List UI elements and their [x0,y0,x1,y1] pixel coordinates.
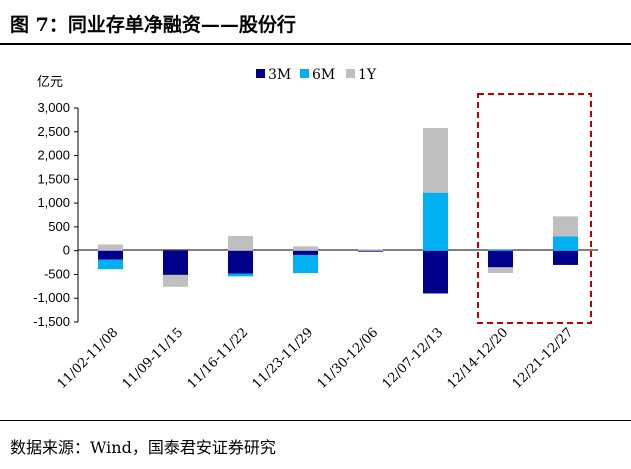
x-tick-label: 12/07-12/13 [380,325,447,392]
bar-1y-7 [553,216,578,237]
bar-1y-0 [98,244,123,251]
legend: 3M 6M 1Y [256,67,377,83]
bar-3m-6 [488,250,513,268]
x-tick-label: 11/02-11/08 [55,325,122,392]
y-tick-label: -1,500 [33,314,70,329]
bar-3m-5 [423,250,448,294]
y-tick-label: -500 [44,266,70,281]
bar-3m-3 [293,250,318,255]
y-tick-label: 1,000 [37,195,70,210]
bar-3m-7 [553,250,578,265]
legend-swatch-1y [346,69,355,78]
figure-title: 图 7：同业存单净融资——股份行 [10,14,296,36]
y-tick-label: -1,000 [33,290,70,305]
bar-6m-5 [423,192,448,251]
x-tick-label: 11/09-11/15 [120,325,187,392]
bar-1y-4 [358,249,383,251]
bar-3m-0 [98,250,123,260]
legend-swatch-3m [256,69,265,78]
y-tick-label: 3,000 [37,100,70,115]
source-rule [0,420,631,421]
y-unit-label: 亿元 [37,75,63,90]
bar-series [98,127,578,294]
bar-3m-4 [358,250,383,252]
bar-1y-6 [488,267,513,274]
bar-6m-6 [488,249,513,251]
x-tick-label: 12/21-12/27 [510,325,577,392]
x-tick-label: 11/30-12/06 [315,325,382,392]
y-tick-label: 2,500 [37,124,70,139]
legend-swatch-6m [300,69,309,78]
bar-1y-3 [293,246,318,251]
y-tick-label: 0 [63,243,70,258]
bar-3m-2 [228,250,253,274]
y-tick-label: 500 [48,219,70,234]
highlight-box [477,93,592,324]
x-tick-label: 12/14-12/20 [445,325,512,392]
legend-label-1y: 1Y [358,67,377,83]
legend-label-6m: 6M [312,67,335,83]
bar-6m-7 [553,236,578,251]
legend-label-3m: 3M [268,67,291,83]
y-axis-labels: 3,000 2,500 2,000 1,500 1,000 500 0 -500 -1,000 -… [33,100,78,329]
x-tick-label: 11/23-11/29 [250,325,317,392]
x-axis-labels: 11/02-11/0811/09-11/1511/16-11/2211/23-1… [55,325,577,392]
bar-6m-0 [98,259,123,270]
title-rule [0,43,631,45]
bar-1y-2 [228,235,253,251]
bar-1y-1 [163,274,188,287]
bar-3m-1 [163,250,188,275]
x-tick-label: 11/16-11/22 [185,325,252,392]
source-note: 数据来源：Wind，国泰君安证券研究 [10,438,276,457]
y-tick-label: 2,000 [37,148,70,163]
bar-1y-5 [423,127,448,193]
y-tick-label: 1,500 [37,171,70,186]
bar-6m-2 [228,273,253,277]
bar-6m-3 [293,254,318,274]
